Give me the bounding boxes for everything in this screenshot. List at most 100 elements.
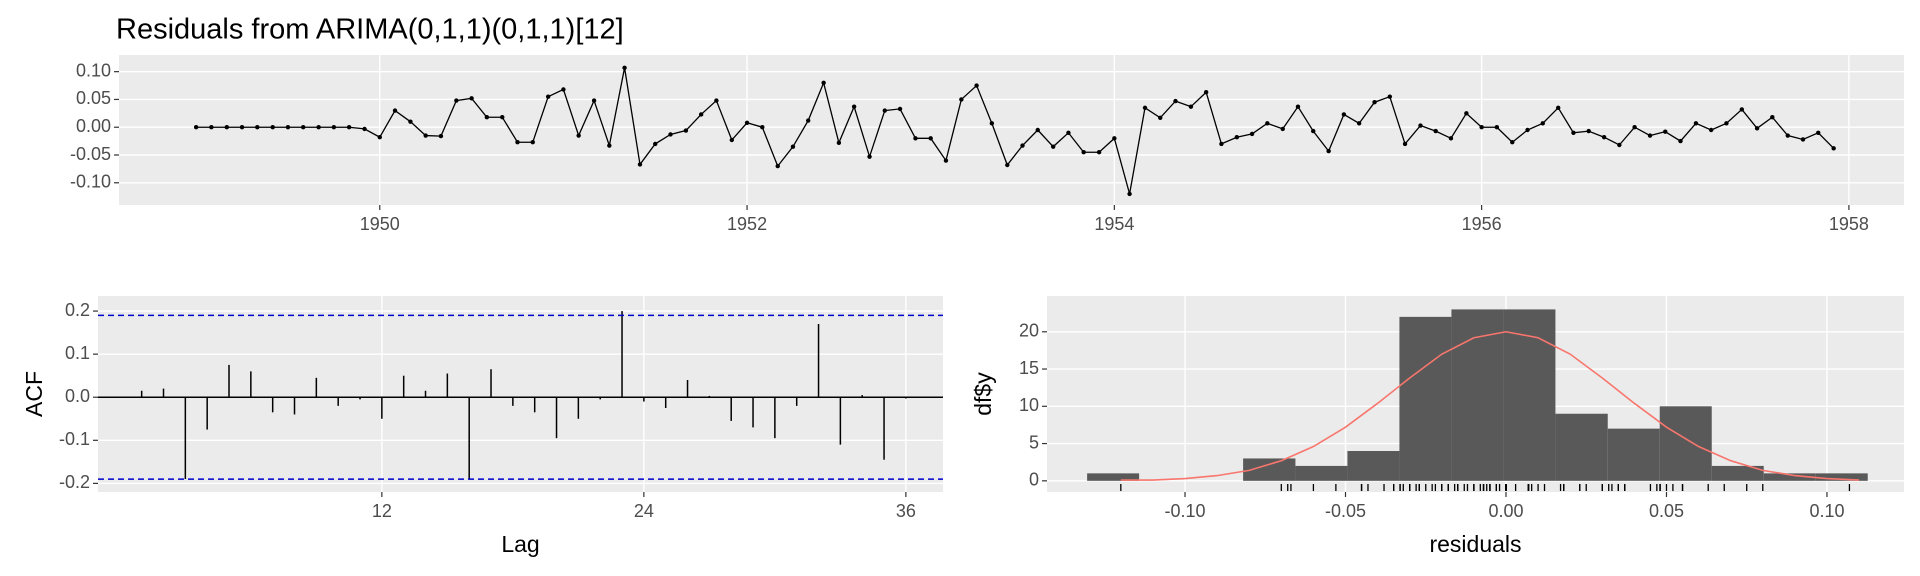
- y-tick-label: 0.10: [76, 60, 111, 80]
- x-tick-label: 36: [896, 501, 916, 521]
- point: [683, 128, 689, 133]
- y-tick-label: -0.05: [70, 144, 111, 164]
- point: [1326, 148, 1331, 154]
- y-tick-label: 0.0: [65, 386, 90, 406]
- point: [331, 125, 337, 130]
- x-tick-label: 0.00: [1488, 501, 1523, 521]
- x-tick-label: -0.05: [1325, 501, 1366, 521]
- point: [591, 98, 597, 103]
- point: [653, 141, 658, 147]
- point: [576, 133, 581, 138]
- point: [1418, 123, 1423, 128]
- x-tick-label: 12: [372, 501, 392, 521]
- point: [1249, 131, 1255, 137]
- y-tick-label: 0.05: [76, 88, 111, 108]
- normal-curve: [1120, 330, 1860, 481]
- point: [637, 162, 643, 167]
- point: [821, 80, 826, 85]
- point: [928, 136, 933, 141]
- point: [1005, 162, 1010, 168]
- point: [1158, 115, 1163, 120]
- point: [729, 137, 735, 143]
- point: [1663, 129, 1668, 134]
- histogram-bar: [1815, 473, 1868, 481]
- x-axis-title: residuals: [1429, 531, 1521, 557]
- y-tick-label: 15: [1019, 358, 1039, 378]
- point: [1311, 128, 1316, 134]
- point: [346, 125, 352, 130]
- point: [1142, 105, 1148, 110]
- point: [1647, 133, 1653, 138]
- point: [1433, 128, 1438, 134]
- point: [1739, 107, 1745, 112]
- point: [209, 125, 214, 130]
- point: [515, 140, 520, 145]
- histogram-bar: [1711, 465, 1764, 481]
- point: [974, 83, 979, 88]
- point: [193, 125, 199, 130]
- point: [1708, 127, 1714, 133]
- point: [392, 108, 398, 113]
- point: [698, 112, 704, 117]
- point: [1219, 141, 1224, 147]
- y-tick-label: 5: [1029, 432, 1039, 452]
- point: [484, 115, 490, 120]
- point: [897, 106, 903, 112]
- series-line: [196, 67, 1835, 195]
- point: [530, 140, 535, 145]
- point: [285, 125, 291, 130]
- point: [438, 133, 444, 139]
- point: [1601, 135, 1607, 140]
- point: [316, 125, 321, 130]
- point: [1035, 127, 1040, 133]
- point: [377, 135, 382, 140]
- point: [1066, 130, 1071, 135]
- x-axis-title: Lag: [501, 531, 539, 557]
- point: [561, 87, 566, 92]
- point: [1724, 121, 1729, 126]
- y-tick-label: 0.1: [65, 343, 90, 363]
- point: [1234, 135, 1240, 140]
- histogram-bar: [1451, 309, 1504, 481]
- histogram-bar: [1243, 458, 1296, 481]
- point: [913, 136, 918, 141]
- chart-title: Residuals from ARIMA(0,1,1)(0,1,1)[12]: [116, 14, 624, 46]
- histogram-bar: [1555, 413, 1608, 481]
- point: [1693, 121, 1699, 126]
- point: [622, 65, 627, 70]
- x-tick-label: 1958: [1829, 214, 1869, 234]
- point: [1096, 150, 1102, 155]
- y-tick-label: 0.00: [76, 116, 111, 136]
- point: [1556, 105, 1561, 110]
- point: [1112, 136, 1117, 141]
- point: [1617, 142, 1622, 148]
- x-tick-label: 1954: [1094, 214, 1134, 234]
- point: [714, 98, 719, 103]
- point: [1816, 130, 1821, 135]
- point: [408, 119, 413, 124]
- point: [1479, 125, 1484, 130]
- point: [1494, 125, 1500, 130]
- point: [469, 96, 474, 101]
- point: [1050, 144, 1056, 149]
- y-tick-label: -0.2: [59, 472, 90, 492]
- point: [836, 140, 842, 145]
- point: [989, 121, 995, 126]
- point: [1754, 126, 1760, 131]
- x-tick-label: 24: [634, 501, 654, 521]
- x-tick-label: -0.10: [1165, 501, 1206, 521]
- point: [255, 125, 260, 130]
- point: [943, 158, 949, 163]
- histogram-bar: [1607, 428, 1660, 481]
- x-tick-label: 0.10: [1809, 501, 1844, 521]
- point: [1525, 127, 1530, 133]
- y-tick-label: 0: [1029, 470, 1039, 490]
- point: [1081, 150, 1086, 155]
- histogram-bar: [1503, 309, 1556, 481]
- point: [545, 94, 551, 99]
- point: [1265, 121, 1270, 126]
- point: [1831, 146, 1836, 151]
- point: [867, 154, 872, 159]
- point: [1173, 98, 1178, 104]
